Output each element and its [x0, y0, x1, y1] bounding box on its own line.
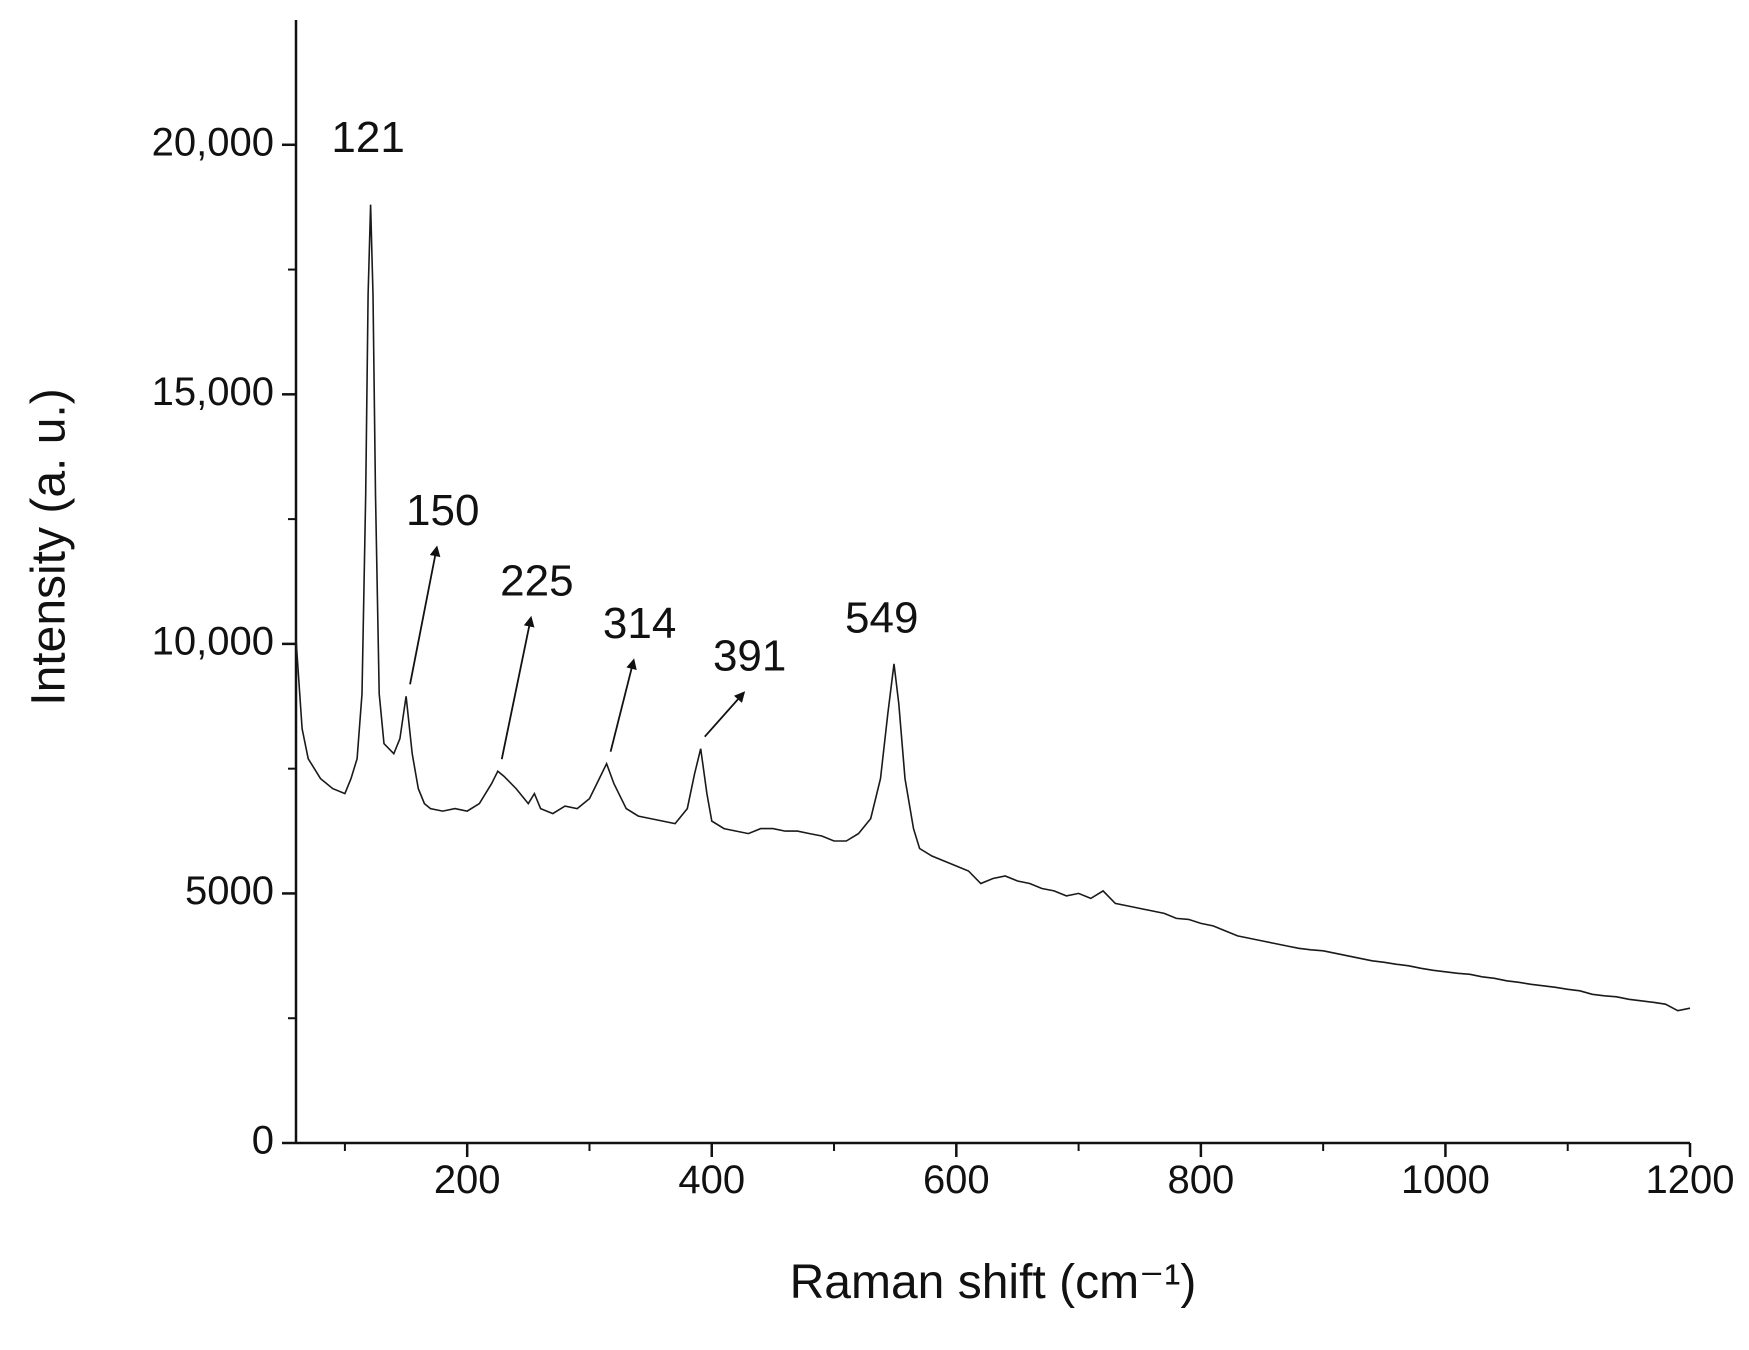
peak-arrow: [609, 658, 637, 752]
peak-label: 391: [713, 631, 786, 680]
spectrum-line: [295, 204, 1691, 1012]
peak-arrow: [409, 545, 441, 685]
y-tick-label: 0: [252, 1119, 274, 1163]
x-tick-label: 400: [678, 1158, 745, 1202]
y-tick-label: 5000: [185, 869, 274, 913]
peak-label: 314: [603, 599, 676, 648]
x-axis-title: Raman shift (cm⁻¹): [790, 1256, 1197, 1309]
peak-arrow: [500, 615, 535, 760]
x-tick-label: 200: [434, 1158, 501, 1202]
x-tick-label: 1000: [1401, 1158, 1490, 1202]
y-tick-label: 20,000: [152, 120, 274, 164]
peak-arrow: [704, 691, 746, 738]
peak-label: 225: [500, 557, 573, 606]
y-tick-label: 10,000: [152, 619, 274, 663]
peak-label: 150: [406, 486, 479, 535]
peak-label: 121: [331, 113, 404, 162]
x-tick-label: 600: [923, 1158, 990, 1202]
peak-label: 549: [845, 594, 918, 643]
x-tick-label: 800: [1168, 1158, 1235, 1202]
y-axis-title: Intensity (a. u.): [23, 388, 76, 705]
y-tick-label: 15,000: [152, 370, 274, 414]
x-tick-label: 1200: [1646, 1158, 1735, 1202]
